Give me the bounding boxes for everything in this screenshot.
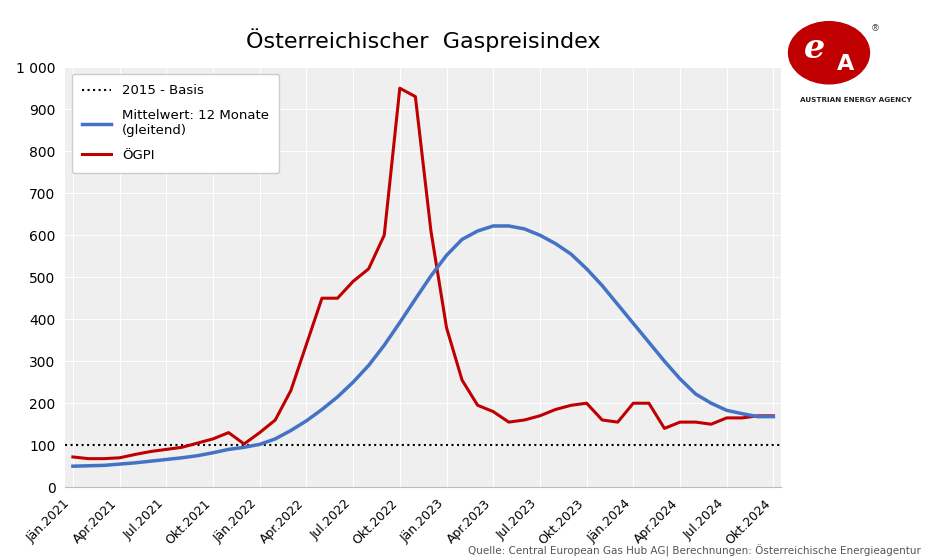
Text: A: A (837, 54, 854, 74)
Text: AUSTRIAN ENERGY AGENCY: AUSTRIAN ENERGY AGENCY (800, 97, 911, 104)
Text: e: e (804, 32, 825, 65)
Circle shape (789, 22, 870, 84)
Legend: 2015 - Basis, Mittelwert: 12 Monate
(gleitend), ÖGPI: 2015 - Basis, Mittelwert: 12 Monate (gle… (72, 74, 279, 172)
Text: Österreichischer  Gaspreisindex: Österreichischer Gaspreisindex (246, 28, 601, 52)
Text: ®: ® (870, 25, 880, 34)
Text: Quelle: Central European Gas Hub AG| Berechnungen: Österreichische Energieagentu: Quelle: Central European Gas Hub AG| Ber… (468, 545, 921, 557)
